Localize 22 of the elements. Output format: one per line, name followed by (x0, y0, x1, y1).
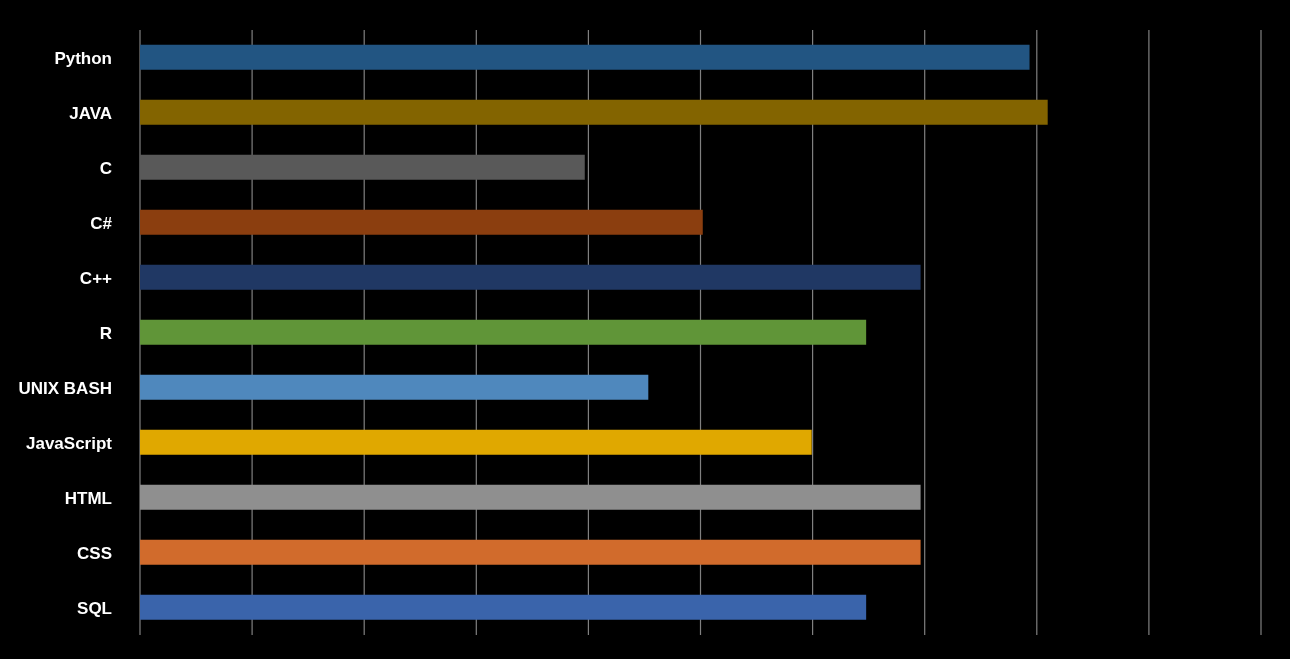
y-tick-label: CSS (77, 543, 112, 563)
bar (140, 374, 649, 400)
y-tick-label: C# (90, 213, 113, 233)
bar (140, 484, 921, 510)
bar (140, 154, 585, 180)
y-tick-label: Python (54, 48, 112, 68)
bar (140, 429, 812, 455)
y-tick-label: C++ (79, 268, 113, 288)
bar (140, 209, 703, 235)
y-tick-label: R (99, 323, 112, 343)
bar (140, 319, 867, 345)
bar (140, 44, 1030, 70)
y-tick-label: HTML (64, 488, 112, 508)
y-tick-label: UNIX BASH (18, 378, 112, 398)
y-tick-label: JAVA (69, 103, 112, 123)
bar (140, 594, 867, 620)
bar (140, 99, 1048, 125)
bar (140, 539, 921, 565)
y-tick-label: SQL (77, 598, 112, 618)
y-tick-label: C (99, 158, 112, 178)
bar (140, 264, 921, 290)
y-tick-label: JavaScript (26, 433, 113, 453)
